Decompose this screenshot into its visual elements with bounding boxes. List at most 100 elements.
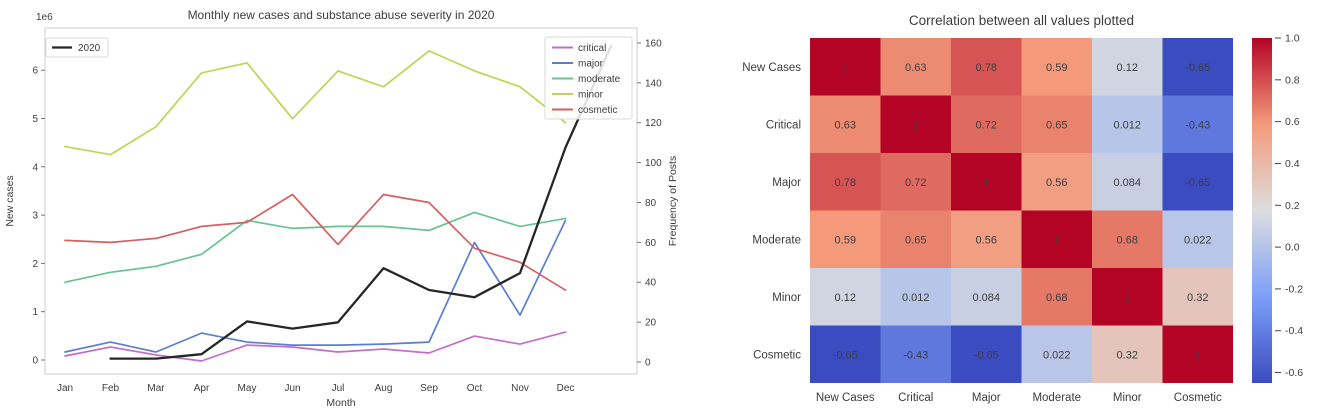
heatmap-cell-value: 0.022 (1043, 349, 1071, 361)
legend-label-minor: minor (578, 90, 604, 101)
y-right-tick-label: 120 (645, 118, 662, 129)
heatmap-cell-value: 1 (1124, 292, 1130, 304)
heatmap-cell (880, 38, 951, 96)
colorbar-tick-label: 0.2 (1285, 200, 1300, 212)
x-tick-label: Nov (511, 383, 529, 394)
y-left-tick-label: 4 (32, 162, 38, 173)
heatmap-cell-value: 0.022 (1184, 234, 1212, 246)
heatmap-cell (1162, 38, 1233, 96)
y-axis-right: 0 20 40 60 80 100 120 140 160 (637, 38, 662, 369)
series-line-moderate (64, 211, 567, 284)
heatmap-cell (951, 210, 1022, 268)
heatmap-cell-value: -0.43 (1185, 119, 1210, 131)
y-right-axis-title: Frequency of Posts (667, 156, 679, 246)
series-line-cosmetic (64, 193, 567, 292)
heatmap-cell-value: 0.59 (835, 234, 856, 246)
heatmap-cell (810, 38, 881, 96)
heatmap-cell (810, 95, 881, 153)
heatmap-cell-value: 0.72 (905, 177, 926, 189)
heatmap-cell (1092, 38, 1163, 96)
heatmap-cell-value: 1 (842, 62, 848, 74)
x-tick-label: Feb (102, 383, 120, 394)
heatmap-cell (880, 268, 951, 326)
legend-label-critical: critical (578, 43, 606, 54)
heatmap-col-label: Moderate (1032, 392, 1081, 404)
heatmap-cell-value: 1 (913, 119, 919, 131)
heatmap-cell (1092, 268, 1163, 326)
colorbar-tick-label: -0.6 (1285, 367, 1303, 379)
heatmap-cell (1162, 325, 1233, 383)
heatmap-cell (880, 95, 951, 153)
x-tick-label: May (238, 383, 257, 394)
heatmap-row-label: Moderate (752, 234, 801, 246)
x-axis-title: Month (326, 397, 355, 409)
heatmap-cell-value: 0.084 (972, 292, 1000, 304)
legend-label-moderate: moderate (578, 74, 621, 85)
heatmap-cell-value: 0.56 (976, 234, 997, 246)
heatmap-cell-value: 1 (1195, 349, 1201, 361)
heatmap-cell (951, 38, 1022, 96)
y-right-tick-label: 20 (645, 318, 657, 329)
heatmap-cell-value: 0.32 (1187, 292, 1208, 304)
y-right-tick-label: 80 (645, 198, 657, 209)
legend-year: 2020 (45, 37, 109, 58)
heatmap-cell-value: 1 (983, 177, 989, 189)
x-axis: Jan Feb Mar Apr May Jun Jul Aug Sep Oct Nov Dec (57, 383, 574, 394)
series-line-critical (64, 331, 567, 362)
heatmap-cell-value: -0.65 (833, 349, 858, 361)
colorbar-tick-label: -0.4 (1285, 325, 1303, 337)
x-tick-label: Mar (147, 383, 165, 394)
y-left-tick-label: 5 (32, 114, 38, 125)
heatmap-cell-value: -0.65 (1185, 177, 1210, 189)
heatmap-col-label: Major (972, 392, 1001, 404)
line-chart-title: Monthly new cases and substance abuse se… (188, 8, 495, 22)
heatmap-cell (1092, 153, 1163, 211)
y-left-tick-label: 0 (32, 356, 38, 367)
heatmap-cell (810, 210, 881, 268)
heatmap-cell-value: 0.65 (1046, 119, 1067, 131)
heatmap-cell (1021, 268, 1092, 326)
heatmap-cell-value: 0.56 (1046, 177, 1067, 189)
x-tick-label: Jun (284, 383, 300, 394)
heatmap-cell (1092, 210, 1163, 268)
heatmap-cell (880, 325, 951, 383)
heatmap-cell-value: 0.63 (835, 119, 856, 131)
heatmap-cell-value: 0.32 (1117, 349, 1138, 361)
heatmap-cell-value: -0.43 (903, 349, 928, 361)
heatmap-row-label: Critical (766, 119, 801, 131)
x-tick-label: Apr (194, 383, 210, 394)
legend-box (544, 36, 633, 120)
y-left-axis-title: New cases (4, 175, 16, 226)
y-right-tick-label: 0 (645, 358, 651, 369)
x-tick-label: Jul (332, 383, 345, 394)
heatmap-cell (951, 95, 1022, 153)
x-tick-label: Oct (467, 383, 483, 394)
heatmap-cell-value: -0.65 (1185, 62, 1210, 74)
y-left-tick-label: 3 (32, 211, 38, 222)
x-tick-label: Dec (557, 383, 575, 394)
heatmap-cell (1021, 325, 1092, 383)
y-right-tick-label: 160 (645, 38, 662, 49)
heatmap-cell-value: 0.084 (1113, 177, 1141, 189)
y-left-tick-label: 1 (32, 307, 38, 318)
heatmap-col-label: New Cases (816, 392, 875, 404)
heatmap: Correlation between all values plotted 1 0… (742, 13, 1303, 404)
heatmap-cell-value: 0.78 (835, 177, 856, 189)
heatmap-cell-value: -0.65 (974, 349, 999, 361)
heatmap-cell (1021, 153, 1092, 211)
heatmap-cell (810, 268, 881, 326)
heatmap-row-label: Minor (772, 292, 801, 304)
legend-box (45, 37, 109, 58)
legend-label-major: major (578, 59, 604, 70)
y-right-tick-label: 140 (645, 78, 662, 89)
heatmap-cell-value: 0.12 (1117, 62, 1138, 74)
heatmap-cell (951, 325, 1022, 383)
heatmap-cell-value: 0.68 (1117, 234, 1138, 246)
heatmap-row-label: New Cases (742, 62, 801, 74)
heatmap-cell-value: 0.12 (835, 292, 856, 304)
heatmap-cell (951, 268, 1022, 326)
heatmap-cell (1162, 153, 1233, 211)
heatmap-cell-value: 1 (1054, 234, 1060, 246)
colorbar (1252, 38, 1272, 383)
